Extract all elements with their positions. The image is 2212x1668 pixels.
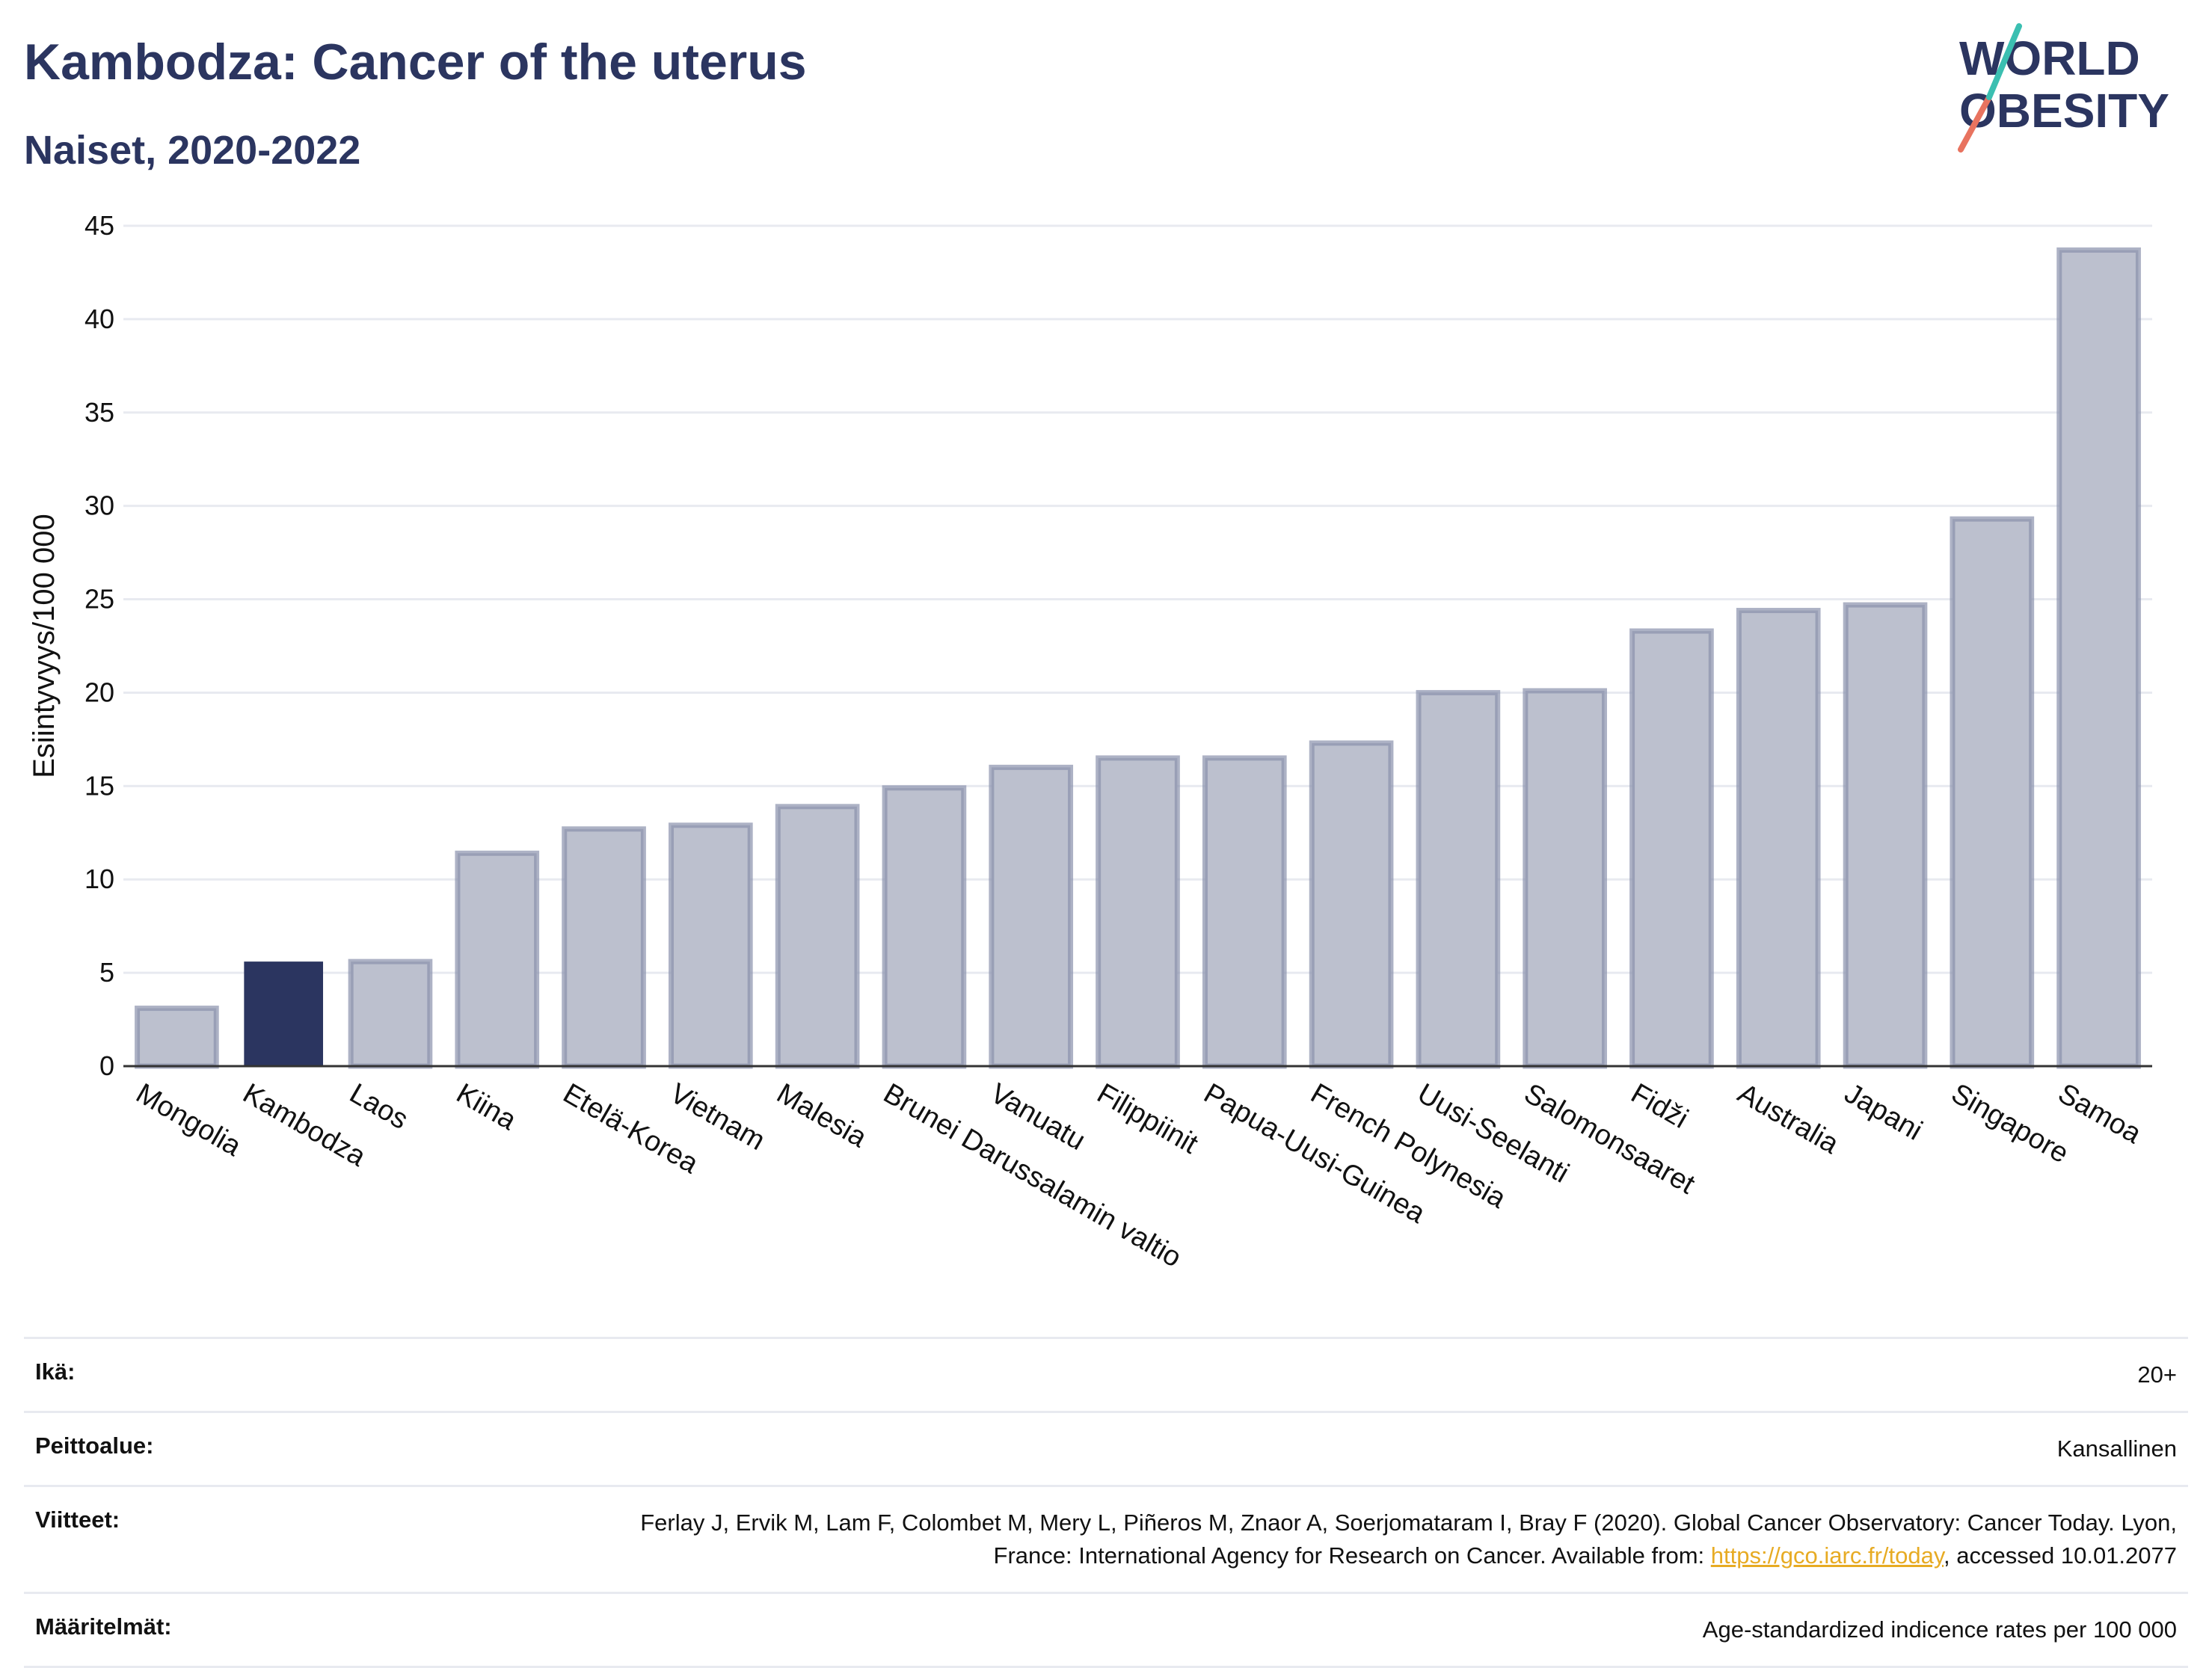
y-tick-label: 15 [85, 770, 114, 801]
x-tick-label: Japani [1839, 1077, 1927, 1146]
reference-link[interactable]: https://gco.iarc.fr/today [1710, 1542, 1944, 1569]
bar-chart: 0 5 10 15 20 25 30 35 40 45 Esiintyvyys/100 000 Mon… [28, 210, 2152, 1274]
bar [1309, 740, 1394, 1069]
bar [1629, 628, 1714, 1069]
meta-label-coverage: Peittoalue: [35, 1432, 154, 1459]
x-tick-label: Laos [344, 1077, 413, 1136]
x-tick-label: Singapore [1946, 1077, 2074, 1169]
x-tick-label: Kiina [451, 1077, 522, 1136]
x-tick-label: Australia [1733, 1077, 1845, 1160]
bar [455, 850, 540, 1069]
y-tick-label: 30 [85, 490, 114, 521]
metadata-table: Ikä: 20+ Peittoalue: Kansallinen Viittee… [24, 1337, 2188, 1668]
x-tick-label: Malesia [772, 1077, 873, 1154]
bar [989, 764, 1074, 1069]
bar [2056, 247, 2141, 1069]
y-tick-label: 20 [85, 677, 114, 707]
bar [669, 822, 753, 1069]
bar [1096, 755, 1180, 1069]
meta-row-age: Ikä: 20+ [24, 1337, 2188, 1411]
meta-label-definitions: Määritelmät: [35, 1613, 172, 1640]
bar [1202, 755, 1287, 1069]
bar [775, 804, 860, 1069]
y-tick-label: 0 [99, 1050, 114, 1081]
bar [1416, 689, 1501, 1069]
y-tick-label: 10 [85, 864, 114, 894]
bar [244, 961, 324, 1066]
bar [562, 826, 646, 1069]
chart-title: Kambodza: Cancer of the uterus [24, 34, 807, 90]
meta-value-age: 20+ [2137, 1361, 2177, 1388]
y-tick-label: 45 [85, 210, 114, 241]
meta-row-references: Viitteet: Ferlay J, Ervik M, Lam F, Colo… [24, 1485, 2188, 1592]
y-tick-label: 35 [85, 397, 114, 428]
meta-label-references: Viitteet: [35, 1507, 120, 1533]
x-tick-label: Fidži [1626, 1077, 1693, 1134]
meta-row-definitions: Määritelmät: Age-standardized indicence … [24, 1592, 2188, 1668]
y-tick-label: 40 [85, 304, 114, 334]
y-tick-label: 25 [85, 584, 114, 615]
bar [1843, 602, 1928, 1069]
logo-line1: WORLD [1959, 31, 2140, 85]
y-axis-label: Esiintyvyys/100 000 [28, 514, 61, 778]
bar [1950, 516, 2035, 1069]
bar [1523, 688, 1607, 1069]
meta-value-coverage: Kansallinen [2056, 1435, 2177, 1462]
y-tick-label: 5 [99, 957, 114, 988]
x-tick-label: Filippiinit [1092, 1077, 1203, 1160]
meta-label-age: Ikä: [35, 1358, 76, 1385]
bar [882, 785, 967, 1069]
bar [348, 958, 433, 1069]
x-tick-label: Mongolia [131, 1077, 247, 1163]
chart-subtitle: Naiset, 2020-2022 [24, 128, 361, 173]
bar [1736, 608, 1821, 1069]
bar [135, 1006, 219, 1069]
world-obesity-logo: WORLD OBESITY [1958, 23, 2169, 153]
meta-value-references: Ferlay J, Ervik M, Lam F, Colombet M, Me… [640, 1509, 2177, 1569]
meta-row-coverage: Peittoalue: Kansallinen [24, 1411, 2188, 1485]
meta-value-definitions: Age-standardized indicence rates per 100… [1702, 1616, 2177, 1643]
